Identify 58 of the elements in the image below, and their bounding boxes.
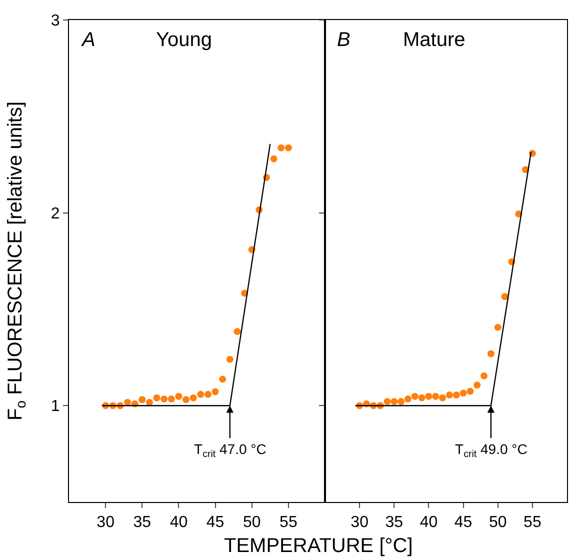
x-tick-label: 35 — [385, 514, 404, 532]
point — [138, 396, 146, 404]
x-tick-label: 50 — [242, 514, 261, 532]
point — [487, 350, 494, 358]
point — [460, 390, 467, 397]
annotation: T$_{crit}$ 49.0 °C — [455, 441, 528, 460]
point — [480, 372, 488, 380]
point — [182, 396, 190, 404]
point — [411, 392, 418, 400]
point — [439, 394, 446, 402]
x-tick-label: 55 — [524, 514, 542, 532]
point — [234, 328, 241, 336]
x-tick-label: 30 — [96, 514, 115, 532]
point — [501, 292, 508, 300]
point — [404, 396, 412, 403]
annotation: T$_{crit}$ 47.0 °C — [194, 441, 266, 460]
chart-title: Young — [156, 29, 212, 51]
point — [212, 388, 219, 396]
point — [418, 394, 426, 402]
x-tick-label: 40 — [170, 514, 188, 532]
y-tick-label: 2 — [50, 205, 60, 222]
point — [197, 390, 204, 398]
point — [446, 392, 453, 398]
point — [474, 382, 481, 389]
x-tick-label: 45 — [454, 514, 472, 532]
point — [284, 144, 292, 152]
x-tick-label: 35 — [133, 514, 152, 532]
point — [160, 396, 168, 403]
point — [124, 398, 132, 406]
point — [153, 394, 160, 402]
x-tick-label: 50 — [488, 514, 507, 532]
point — [452, 392, 460, 398]
y-tick-label: 3 — [50, 12, 60, 30]
point — [204, 390, 212, 398]
point — [398, 398, 405, 406]
point — [146, 398, 153, 406]
x-tick-label: 30 — [350, 514, 369, 532]
x-axis-title: TEMPERATURE [°C] — [224, 535, 413, 557]
point — [175, 392, 182, 400]
annotation: A — [81, 29, 96, 51]
x-tick-label: 55 — [280, 514, 298, 532]
y-tick-label: 1 — [50, 398, 60, 416]
point — [168, 396, 175, 403]
point — [466, 388, 474, 395]
point — [494, 324, 502, 331]
point — [425, 392, 432, 400]
x-tick-label: 40 — [420, 514, 438, 532]
point — [278, 144, 285, 152]
annotation: B — [337, 29, 350, 51]
point — [432, 392, 440, 400]
chart-title: Mature — [403, 29, 466, 51]
point — [219, 376, 226, 383]
x-tick-label: 45 — [206, 514, 224, 532]
point — [384, 398, 391, 406]
point — [390, 398, 398, 406]
point — [226, 356, 234, 363]
point — [270, 155, 278, 162]
point — [190, 394, 197, 402]
